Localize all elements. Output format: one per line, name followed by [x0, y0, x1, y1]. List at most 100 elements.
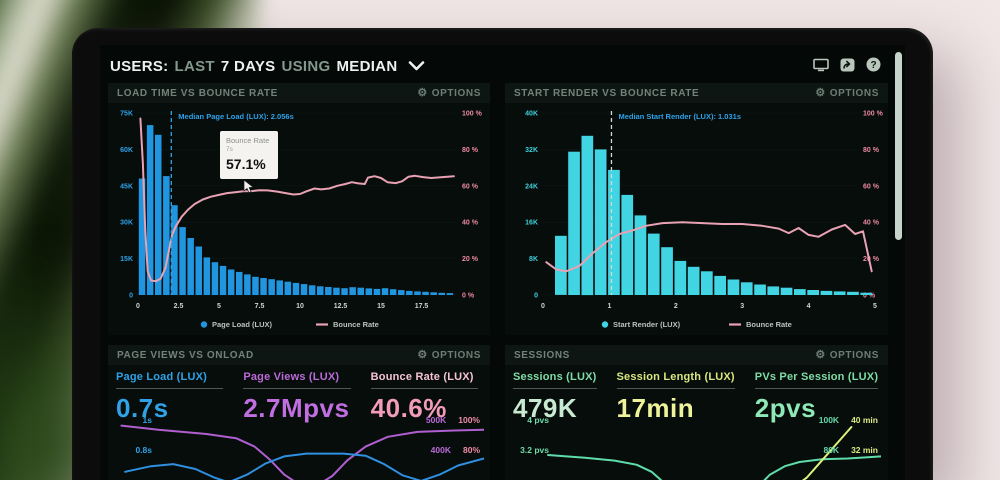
chevron-down-icon	[409, 61, 425, 71]
start-render-chart[interactable]: 40K 100 % 32K 80 % 24K 60 % 16K 40 % 8K 20 % 0 0 % M…	[505, 103, 888, 335]
svg-text:Median Start Render (LUX): 1.0: Median Start Render (LUX): 1.031s	[618, 112, 741, 121]
axis-label-row: 100K 40 min	[819, 415, 878, 425]
svg-text:15K: 15K	[120, 256, 133, 263]
metric-label: Page Views (LUX)	[243, 371, 340, 383]
metric-underline	[513, 388, 597, 389]
panel-header: LOAD TIME VS BOUNCE RATE ⚙ OPTIONS	[108, 83, 490, 103]
gear-icon: ⚙	[815, 348, 826, 361]
svg-text:32K: 32K	[525, 147, 538, 154]
axis-label: 4 pvs	[527, 415, 549, 425]
metric-page-views: Page Views (LUX) 2.7Mpvs	[243, 371, 351, 424]
svg-text:16K: 16K	[525, 220, 538, 227]
gear-icon: ⚙	[417, 86, 428, 99]
share-icon[interactable]	[840, 58, 855, 72]
metric-row: Sessions (LUX) 479K Session Length (LUX)…	[505, 365, 888, 424]
panel-title: SESSIONS	[514, 349, 570, 361]
svg-text:57.1%: 57.1%	[226, 156, 266, 172]
panel-body: Page Load (LUX) 0.7s Page Views (LUX) 2.…	[108, 365, 490, 480]
svg-text:8K: 8K	[529, 256, 538, 263]
svg-text:45K: 45K	[120, 183, 133, 190]
svg-text:15: 15	[377, 303, 385, 310]
panel-start-render-vs-bounce-rate: START RENDER VS BOUNCE RATE ⚙ OPTIONS 40…	[505, 83, 888, 335]
svg-text:7s: 7s	[226, 146, 234, 153]
metric-label: Page Load (LUX)	[116, 371, 208, 383]
metric-label: Sessions (LUX)	[513, 371, 597, 383]
users-filter-dropdown[interactable]: USERS: LAST 7 DAYS USING MEDIAN	[110, 58, 425, 75]
svg-text:17.5: 17.5	[415, 303, 429, 310]
panel-page-views-vs-onload: PAGE VIEWS VS ONLOAD ⚙ OPTIONS Page Load…	[108, 345, 490, 480]
metric-label: PVs Per Session (LUX)	[754, 371, 879, 383]
axis-label: 3.2 pvs	[520, 445, 549, 455]
scrollbar-thumb[interactable]	[895, 52, 902, 240]
svg-text:?: ?	[870, 60, 876, 71]
svg-text:100 %: 100 %	[462, 111, 483, 118]
metric-underline	[370, 388, 478, 389]
header-last-label: LAST	[174, 57, 215, 75]
svg-text:40 %: 40 %	[863, 220, 880, 227]
laptop: USERS: LAST 7 DAYS USING MEDIAN	[72, 28, 933, 480]
svg-text:0: 0	[136, 303, 140, 310]
metric-label: Bounce Rate (LUX)	[370, 371, 474, 383]
panel-sessions: SESSIONS ⚙ OPTIONS Sessions (LUX) 479K	[505, 345, 888, 480]
metric-label: Session Length (LUX)	[616, 371, 735, 383]
options-button[interactable]: ⚙ OPTIONS	[815, 87, 879, 99]
svg-text:Page Load (LUX): Page Load (LUX)	[212, 320, 273, 329]
metric-row: Page Load (LUX) 0.7s Page Views (LUX) 2.…	[108, 365, 490, 424]
panel-header: PAGE VIEWS VS ONLOAD ⚙ OPTIONS	[108, 345, 490, 365]
options-label: OPTIONS	[431, 349, 481, 361]
metric-value: 2pvs	[754, 393, 817, 423]
sessions-trend-chart[interactable]: 4 pvs 3.2 pvs 100K 40 min 80K 32 min	[511, 413, 882, 480]
svg-text:20 %: 20 %	[863, 256, 880, 263]
help-icon[interactable]: ?	[866, 57, 881, 72]
svg-text:20 %: 20 %	[462, 256, 479, 263]
metric-underline	[754, 388, 879, 389]
page-views-trend-chart[interactable]: 1s 0.8s 500K 100% 400K 80%	[114, 413, 484, 480]
panel-header: SESSIONS ⚙ OPTIONS	[505, 345, 888, 365]
svg-text:12.5: 12.5	[334, 303, 348, 310]
monitor-icon[interactable]	[813, 58, 829, 72]
panel-load-time-vs-bounce-rate: LOAD TIME VS BOUNCE RATE ⚙ OPTIONS 75K 10…	[108, 83, 490, 335]
axis-label-row: 500K 100%	[426, 415, 480, 425]
svg-text:Median Page Load (LUX): 2.056s: Median Page Load (LUX): 2.056s	[178, 112, 293, 121]
metric-underline	[116, 388, 224, 389]
svg-text:0: 0	[541, 303, 545, 310]
svg-text:80 %: 80 %	[863, 147, 880, 154]
metric-pvs-per-session: PVs Per Session (LUX) 2pvs	[754, 371, 879, 424]
svg-text:0 %: 0 %	[462, 293, 475, 300]
load-time-chart[interactable]: 75K 100 % 60K 80 % 45K 60 % 30K 40 % 15K 20 % 0 0 %…	[108, 103, 490, 335]
svg-text:80 %: 80 %	[462, 147, 479, 154]
svg-text:4: 4	[807, 303, 811, 310]
svg-text:2.5: 2.5	[174, 303, 184, 310]
metric-sessions: Sessions (LUX) 479K	[513, 371, 597, 424]
header-toolbar: ?	[813, 57, 881, 72]
dashboard-screen: USERS: LAST 7 DAYS USING MEDIAN	[100, 45, 905, 480]
axis-label: 40 min	[851, 415, 878, 425]
metric-value: 479K	[513, 393, 578, 423]
panel-title: PAGE VIEWS VS ONLOAD	[117, 349, 254, 361]
gear-icon: ⚙	[417, 348, 428, 361]
axis-label-row: 80K 32 min	[823, 445, 878, 455]
options-button[interactable]: ⚙ OPTIONS	[815, 348, 879, 361]
svg-text:Bounce Rate: Bounce Rate	[333, 320, 379, 329]
axis-label: 0.8s	[135, 445, 152, 455]
svg-text:40 %: 40 %	[462, 220, 479, 227]
svg-text:40K: 40K	[525, 111, 538, 118]
options-label: OPTIONS	[829, 349, 879, 361]
panel-title: LOAD TIME VS BOUNCE RATE	[117, 87, 278, 99]
svg-text:2: 2	[674, 303, 678, 310]
axis-label: 32 min	[851, 445, 878, 455]
header-users-label: USERS:	[110, 57, 169, 75]
options-button[interactable]: ⚙ OPTIONS	[417, 348, 481, 361]
header-range-value: 7 DAYS	[220, 57, 276, 75]
svg-text:1: 1	[607, 303, 611, 310]
svg-text:Bounce Rate: Bounce Rate	[746, 320, 792, 329]
metric-value: 17min	[616, 393, 695, 423]
options-button[interactable]: ⚙ OPTIONS	[417, 86, 481, 99]
svg-text:0 %: 0 %	[863, 293, 876, 300]
axis-label: 80K	[823, 445, 840, 455]
svg-text:60 %: 60 %	[863, 183, 880, 190]
svg-text:24K: 24K	[525, 183, 538, 190]
axis-label: 1s	[142, 415, 152, 425]
svg-text:30K: 30K	[120, 220, 133, 227]
metric-session-length: Session Length (LUX) 17min	[616, 371, 735, 424]
